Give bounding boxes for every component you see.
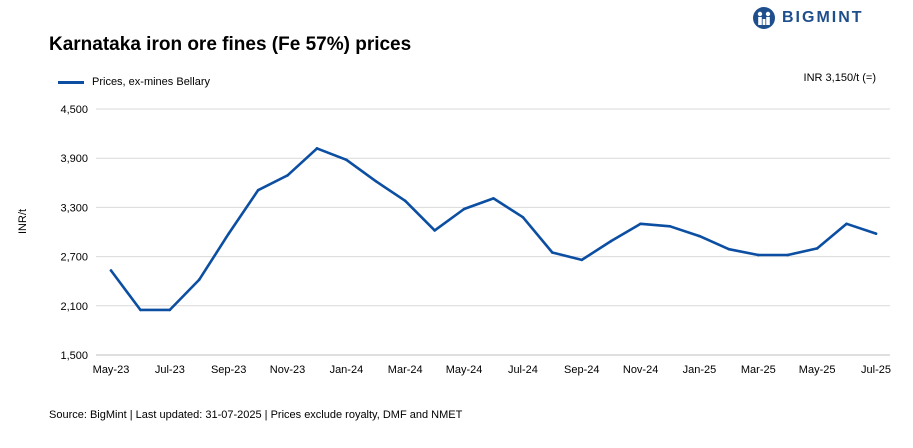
y-tick-label: 4,500	[60, 104, 88, 116]
data-point	[374, 179, 378, 183]
data-point	[786, 253, 790, 257]
x-tick-label: Mar-24	[388, 364, 423, 376]
grid-layer	[96, 108, 890, 356]
x-tick-label: Sep-24	[564, 364, 599, 376]
x-tick-label: Jan-25	[683, 364, 717, 376]
x-tick-label: Nov-24	[623, 364, 658, 376]
price-annotation: INR 3,150/t (=)	[803, 72, 876, 84]
data-point	[757, 253, 760, 257]
data-point	[845, 222, 848, 226]
y-tick-label: 2,100	[60, 301, 88, 313]
data-point	[168, 308, 172, 312]
data-point	[580, 258, 584, 262]
data-point	[492, 197, 495, 200]
series-line	[109, 147, 878, 312]
bigmint-logo-icon	[753, 7, 775, 29]
data-point	[609, 239, 613, 243]
data-point	[286, 174, 289, 177]
y-tick-label: 3,300	[60, 202, 88, 214]
source-footer: Source: BigMint | Last updated: 31-07-20…	[49, 409, 463, 421]
chart-title: Karnataka iron ore fines (Fe 57%) prices	[49, 34, 412, 55]
y-tick-label: 3,900	[60, 153, 88, 165]
data-point	[551, 251, 554, 254]
data-point	[139, 308, 142, 312]
data-point	[197, 278, 201, 281]
data-point	[727, 247, 731, 251]
legend: Prices, ex-mines Bellary	[58, 76, 210, 88]
x-tick-label: Mar-25	[741, 364, 776, 376]
data-point	[256, 188, 260, 192]
data-point	[403, 199, 407, 203]
data-point	[639, 222, 642, 226]
bigmint-logo: BIGMINT	[752, 6, 864, 30]
logo-text: BIGMINT	[782, 9, 864, 26]
data-point	[815, 247, 819, 250]
y-tick-label: 1,500	[60, 350, 88, 362]
x-tick-label: Jul-24	[508, 364, 538, 376]
x-tick-label: Jul-25	[861, 364, 891, 376]
x-tick-label: May-23	[93, 364, 130, 376]
data-point	[698, 234, 701, 238]
y-tick-label: 2,700	[60, 252, 88, 264]
x-tick-label: May-25	[799, 364, 836, 376]
x-tick-label: Nov-23	[270, 364, 305, 376]
data-point	[521, 215, 525, 219]
data-point	[668, 224, 672, 228]
data-point	[109, 269, 113, 272]
x-tick-label: Sep-23	[211, 364, 246, 376]
data-point	[345, 158, 348, 162]
legend-swatch	[58, 80, 84, 84]
x-tick-label: May-24	[446, 364, 483, 376]
data-point	[227, 232, 230, 235]
x-tick-label: Jan-24	[330, 364, 364, 376]
data-point	[462, 207, 466, 211]
data-point	[874, 232, 878, 235]
series-layer	[109, 147, 878, 312]
data-point	[433, 229, 436, 232]
y-tick-labels: 1,500 2,100 2,700 3,300 3,900 4,500	[60, 104, 88, 362]
x-tick-label: Jul-23	[155, 364, 185, 376]
legend-label: Prices, ex-mines Bellary	[92, 76, 210, 88]
data-point	[315, 147, 319, 150]
x-tick-labels: May-23 Jul-23 Sep-23 Nov-23 Jan-24 Mar-24 May-…	[93, 364, 891, 376]
